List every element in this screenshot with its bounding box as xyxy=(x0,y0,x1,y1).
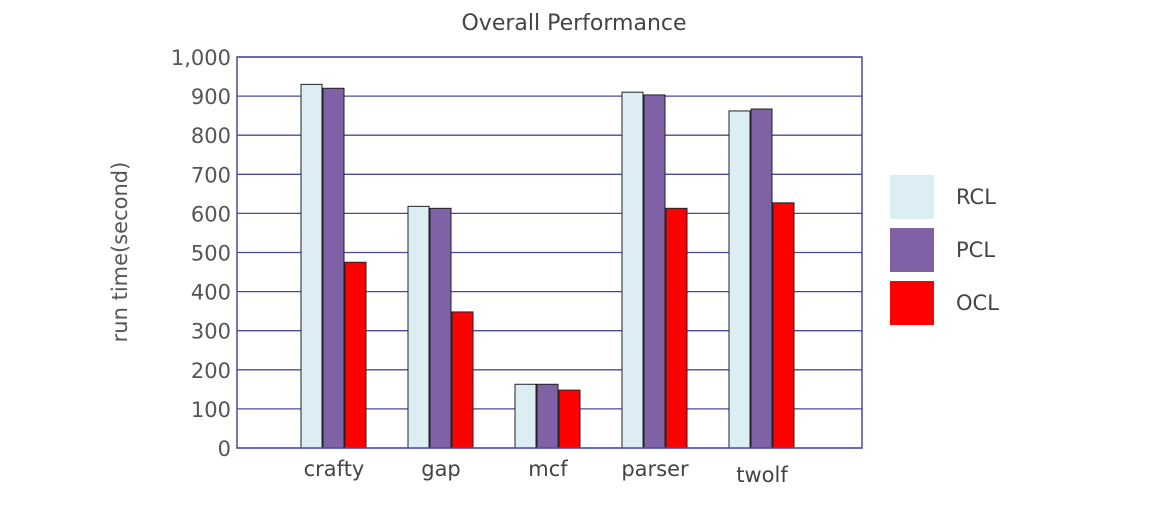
bar-rcl-gap xyxy=(407,205,430,449)
legend-label-ocl: OCL xyxy=(956,291,999,315)
y-tick-label: 200 xyxy=(191,359,231,383)
x-category-labels: crafty gap mcf parser twolf xyxy=(304,457,789,487)
y-tick-label: 1,000 xyxy=(171,46,231,70)
y-tick-label: 300 xyxy=(191,320,231,344)
bar-rcl-crafty xyxy=(300,83,323,449)
x-category-label: twolf xyxy=(736,463,788,487)
bar-pcl-mcf xyxy=(536,383,559,449)
y-tick-label: 0 xyxy=(218,437,231,461)
legend-label-rcl: RCL xyxy=(956,185,996,209)
y-tick-label: 400 xyxy=(191,281,231,305)
y-tick-label: 900 xyxy=(191,85,231,109)
bar-ocl-parser xyxy=(665,207,688,449)
x-category-label: crafty xyxy=(304,457,365,481)
bar-pcl-twolf xyxy=(750,108,773,449)
bar-ocl-twolf xyxy=(772,202,795,449)
legend-swatch-pcl xyxy=(890,228,934,272)
y-tick-label: 700 xyxy=(191,163,231,187)
y-tick-label: 100 xyxy=(191,398,231,422)
bar-ocl-mcf xyxy=(558,389,581,449)
bar-ocl-gap xyxy=(451,311,474,449)
bar-pcl-parser xyxy=(643,94,666,449)
y-tick-label: 500 xyxy=(191,242,231,266)
y-tick-label: 600 xyxy=(191,202,231,226)
x-category-label: mcf xyxy=(528,457,568,481)
chart-title: Overall Performance xyxy=(461,11,686,36)
x-category-label: gap xyxy=(421,457,461,481)
legend-swatch-ocl xyxy=(890,281,934,325)
bar-ocl-crafty xyxy=(344,261,367,449)
y-tick-label: 800 xyxy=(191,124,231,148)
y-axis-label: run time(second) xyxy=(108,162,132,343)
y-tick-labels: 0 100 200 300 400 500 600 700 800 900 1,000 xyxy=(171,46,231,461)
bar-pcl-crafty xyxy=(322,87,345,449)
bar-rcl-mcf xyxy=(514,383,537,449)
legend-swatch-rcl xyxy=(890,175,934,219)
legend-label-pcl: PCL xyxy=(956,238,995,262)
bar-pcl-gap xyxy=(429,207,452,449)
bars xyxy=(300,83,795,449)
x-category-label: parser xyxy=(621,457,689,481)
legend: RCL PCL OCL xyxy=(890,175,999,325)
bar-rcl-twolf xyxy=(728,110,751,449)
bar-rcl-parser xyxy=(621,91,644,449)
plot-frame xyxy=(236,56,863,449)
